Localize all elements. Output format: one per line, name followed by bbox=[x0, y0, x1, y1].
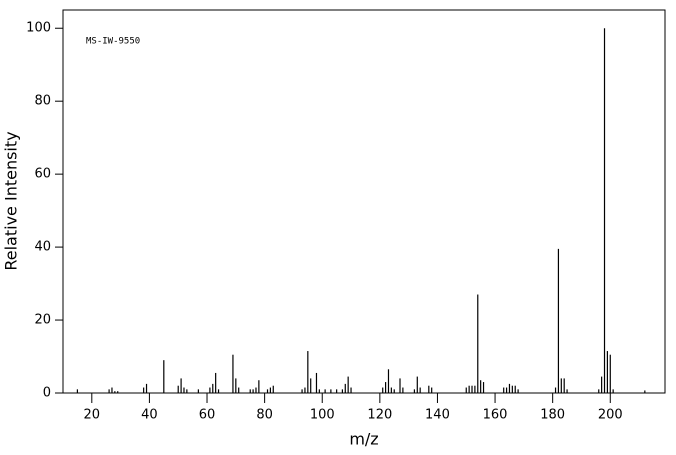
plot-frame bbox=[62, 9, 666, 394]
x-tick-label: 200 bbox=[598, 408, 623, 423]
x-tick-label: 180 bbox=[540, 408, 565, 423]
y-tick-label: 80 bbox=[34, 94, 51, 109]
y-axis-title: Relative Intensity bbox=[2, 131, 21, 270]
y-tick-label: 20 bbox=[34, 313, 51, 328]
y-tick-label: 60 bbox=[34, 167, 51, 182]
x-tick-label: 60 bbox=[199, 408, 216, 423]
x-tick-label: 20 bbox=[84, 408, 101, 423]
y-tick-label: 40 bbox=[34, 240, 51, 255]
x-tick-label: 80 bbox=[256, 408, 273, 423]
x-tick-label: 120 bbox=[367, 408, 392, 423]
x-tick-label: 140 bbox=[425, 408, 450, 423]
x-tick-label: 100 bbox=[310, 408, 335, 423]
y-tick-label: 100 bbox=[26, 21, 51, 36]
y-tick-label: 0 bbox=[43, 386, 51, 401]
x-tick-label: 40 bbox=[141, 408, 158, 423]
x-tick-label: 160 bbox=[483, 408, 508, 423]
annotation: MS-IW-9550 bbox=[86, 37, 140, 47]
x-axis-title: m/z bbox=[349, 430, 378, 449]
